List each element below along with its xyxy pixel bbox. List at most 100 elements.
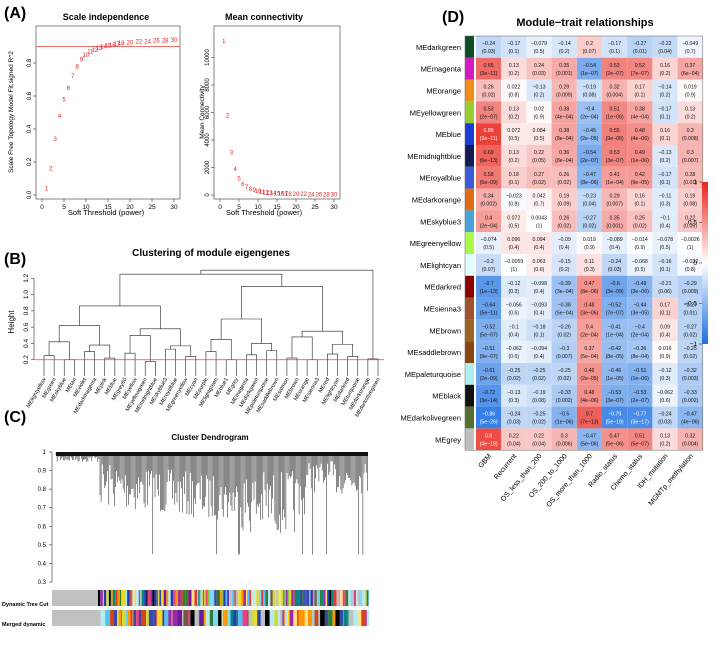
d-cell-corr: 0.096 bbox=[507, 237, 520, 243]
d-cell-corr: −0.23 bbox=[583, 194, 596, 200]
d-cell-pvalue: (0.4) bbox=[609, 245, 620, 251]
d-cell-corr: −0.17 bbox=[608, 41, 621, 47]
c-track-merged-band bbox=[221, 610, 223, 626]
c-track-merged-band bbox=[132, 610, 134, 626]
d-cell-pvalue: (0.03) bbox=[482, 49, 496, 55]
c-track-dynamic-band bbox=[327, 590, 330, 606]
d-cell-corr: −0.86 bbox=[482, 412, 495, 418]
c-track-dynamic-band bbox=[182, 590, 186, 606]
d-cell bbox=[677, 123, 703, 145]
d-cell-pvalue: (0.008) bbox=[682, 136, 699, 142]
c-track-dynamic-band bbox=[294, 590, 297, 606]
d-cell-pvalue: (3e−06) bbox=[631, 289, 649, 295]
d-cell-pvalue: (0.002) bbox=[556, 398, 573, 404]
d-cell-pvalue: (0.6) bbox=[508, 354, 519, 360]
d-cell bbox=[501, 36, 527, 58]
c-track-dynamic-band bbox=[205, 590, 208, 606]
d-cell-pvalue: (0.04) bbox=[658, 49, 672, 55]
d-cell-pvalue: (0.02) bbox=[583, 223, 597, 229]
c-track-merged-band bbox=[100, 610, 106, 626]
d-cell-corr: 0.016 bbox=[659, 346, 672, 352]
d-cell bbox=[476, 79, 502, 102]
d-cell-pvalue: (0.02) bbox=[507, 376, 521, 382]
d-cell bbox=[652, 101, 678, 124]
c-track-dynamic-band bbox=[316, 590, 318, 606]
c-track-dynamic-band bbox=[136, 590, 139, 606]
c-track-label-2: Merged dynamic bbox=[2, 622, 45, 628]
d-cell-pvalue: (9e−06) bbox=[606, 136, 624, 142]
c-track-dynamic-band bbox=[191, 590, 195, 606]
d-cell-pvalue: (0.02) bbox=[683, 332, 697, 338]
c-track-merged-band bbox=[141, 610, 147, 626]
d-cell bbox=[551, 363, 577, 385]
c-track-dynamic-band bbox=[340, 590, 343, 606]
d-cell bbox=[602, 210, 628, 233]
c-track-merged-band bbox=[269, 610, 275, 626]
a2-point: 16 bbox=[277, 192, 284, 198]
c-track-merged-band bbox=[146, 610, 149, 626]
d-cell bbox=[551, 406, 577, 429]
d-cell-pvalue: (1e−05) bbox=[606, 376, 624, 382]
d-cell bbox=[501, 232, 527, 254]
d-cell-corr: −0.72 bbox=[482, 390, 495, 396]
d-cell-pvalue: (1e−06) bbox=[606, 114, 624, 120]
c-track-dynamic-band bbox=[207, 590, 210, 606]
d-cell-pvalue: (0.8) bbox=[685, 267, 696, 273]
a2-xtick-label: 5 bbox=[237, 204, 241, 211]
d-cell-corr: −0.41 bbox=[608, 324, 621, 330]
d-cell-pvalue: (0.8) bbox=[508, 202, 519, 208]
b-branch bbox=[170, 345, 192, 357]
d-cell-pvalue: (0.3) bbox=[660, 376, 671, 382]
d-cell-pvalue: (7e−07) bbox=[631, 71, 649, 77]
d-cell-pvalue: (0.4) bbox=[559, 245, 570, 251]
d-cell bbox=[627, 188, 653, 211]
c-track-dynamic-band bbox=[243, 590, 244, 606]
c-track-merged-band bbox=[148, 610, 154, 626]
c-track-dynamic-band bbox=[280, 590, 284, 606]
d-cell-pvalue: (0.1) bbox=[660, 180, 671, 186]
c-track-merged-band bbox=[236, 610, 239, 626]
a1-xtick-label: 0 bbox=[40, 204, 44, 211]
a1-point: 9 bbox=[80, 58, 84, 64]
c-track-merged-band bbox=[171, 610, 173, 626]
d-cell bbox=[551, 145, 577, 167]
a2-ytick-label: 10000 bbox=[205, 48, 211, 65]
d-cell-corr: −0.0059 bbox=[504, 259, 523, 265]
c-track-dynamic-band bbox=[319, 590, 322, 606]
d-cell bbox=[602, 254, 628, 276]
d-cell bbox=[476, 428, 502, 451]
d-cell-corr: −0.27 bbox=[583, 215, 596, 221]
b-ylabel: Height bbox=[7, 310, 16, 334]
c-track-merged-band bbox=[265, 610, 270, 626]
d-cell-pvalue: (0.02) bbox=[532, 180, 546, 186]
d-module-color bbox=[465, 123, 474, 145]
c-track-merged-band bbox=[172, 610, 178, 626]
d-cell-pvalue: (5e−07) bbox=[631, 441, 649, 447]
c-track-merged-band bbox=[157, 610, 158, 626]
b-branch bbox=[220, 318, 262, 344]
d-cell-corr: 0.51 bbox=[635, 433, 645, 439]
d-cell-corr: −0.023 bbox=[506, 194, 522, 200]
c-track-dynamic-band bbox=[188, 590, 192, 606]
d-cell-corr: 0.16 bbox=[635, 194, 645, 200]
d-cell bbox=[627, 36, 653, 58]
d-cell-corr: −0.032 bbox=[682, 259, 698, 265]
c-track-merged-band bbox=[230, 610, 234, 626]
d-cell bbox=[526, 254, 552, 276]
d-cell-corr: 0.35 bbox=[610, 215, 620, 221]
d-cell-corr: −0.24 bbox=[608, 259, 621, 265]
d-row-label: MEroyalblue bbox=[419, 174, 461, 183]
cluster-dendrogram: Cluster Dendrogram 0.3 0.4 0.5 0.6 0.7 0.8 0.9… bbox=[2, 433, 370, 628]
c-track-dynamic-grey bbox=[52, 590, 98, 606]
c-track-dynamic-band bbox=[366, 590, 369, 606]
d-cell-corr: −0.54 bbox=[583, 150, 596, 156]
c-track-dynamic-band bbox=[223, 590, 225, 606]
d-cell-corr: 0.09 bbox=[660, 324, 670, 330]
d-cell-corr: 0.17 bbox=[660, 303, 670, 309]
d-cell-pvalue: (0.2) bbox=[508, 114, 519, 120]
c-track-merged-band bbox=[247, 610, 249, 626]
d-cell-pvalue: (5e−04) bbox=[580, 354, 598, 360]
d-cell-corr: −0.25 bbox=[507, 368, 520, 374]
d-cell-corr: −0.21 bbox=[658, 281, 671, 287]
